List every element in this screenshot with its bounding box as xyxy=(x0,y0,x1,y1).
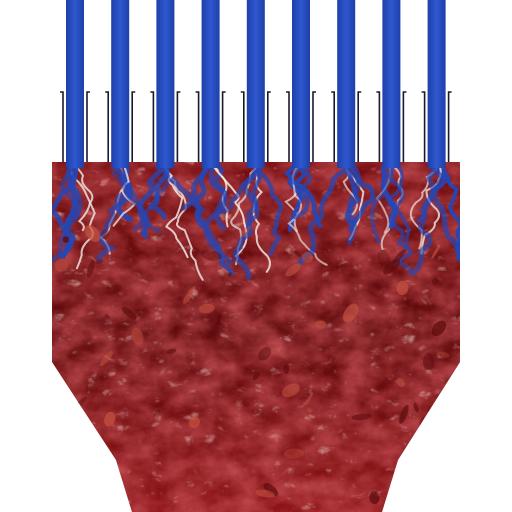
inlet-jet xyxy=(337,0,356,168)
swirl xyxy=(239,225,251,238)
swirl xyxy=(104,314,111,321)
swirl xyxy=(263,482,279,496)
swirl xyxy=(294,250,301,257)
inlet-jet xyxy=(427,0,446,168)
injector-wall xyxy=(376,91,407,162)
swirl xyxy=(383,259,401,275)
plume-filament xyxy=(435,162,460,262)
plume-filament xyxy=(69,162,94,232)
plume-filament xyxy=(206,162,228,231)
swirl xyxy=(285,263,302,277)
swirl xyxy=(377,249,391,268)
swirl xyxy=(71,489,83,496)
swirl xyxy=(360,401,365,406)
injector-walls xyxy=(60,91,452,162)
inlet-jet xyxy=(156,0,175,168)
plume-filament xyxy=(192,162,234,277)
jet-plumes xyxy=(52,162,460,512)
plume-filament xyxy=(137,162,167,240)
plume-filament xyxy=(346,162,376,231)
plume-filament xyxy=(292,162,313,220)
swirl xyxy=(54,258,69,272)
swirl xyxy=(307,407,312,413)
swirl xyxy=(198,303,215,314)
swirl xyxy=(255,489,275,498)
inlet-jet xyxy=(66,0,84,168)
swirl xyxy=(369,491,380,505)
swirl xyxy=(121,306,137,320)
inlet-jet xyxy=(111,0,130,168)
swirl xyxy=(95,259,104,264)
swirl xyxy=(342,303,359,323)
plume-filament xyxy=(162,162,189,259)
swirl xyxy=(284,448,305,459)
swirl xyxy=(62,236,70,243)
plume-filament xyxy=(297,162,348,266)
injector-wall xyxy=(421,91,452,162)
swirl xyxy=(431,320,447,337)
swirl xyxy=(104,411,116,427)
plume-filament xyxy=(59,162,79,259)
swirl xyxy=(252,371,261,381)
swirl xyxy=(399,404,409,424)
swirl xyxy=(177,296,183,302)
injector-wall xyxy=(240,91,271,162)
injector-wall xyxy=(105,91,136,162)
swirl xyxy=(131,327,144,346)
swirl xyxy=(423,353,435,370)
swirl xyxy=(301,251,313,264)
swirl xyxy=(99,350,113,367)
swirl xyxy=(120,496,125,512)
swirl xyxy=(315,320,327,329)
swirl xyxy=(392,249,406,264)
plume-filament xyxy=(65,162,83,231)
swirl xyxy=(431,245,441,260)
swirl xyxy=(258,347,272,361)
swirl xyxy=(84,225,101,242)
swirl xyxy=(101,229,110,240)
swirl xyxy=(200,249,222,261)
swirl xyxy=(228,272,232,277)
swirl xyxy=(166,348,177,355)
swirl xyxy=(396,378,405,388)
swirl xyxy=(433,401,440,420)
swirl xyxy=(188,416,201,428)
injector-wall xyxy=(286,91,316,162)
swirl xyxy=(283,364,290,374)
swirl xyxy=(183,285,196,304)
swirl xyxy=(305,392,313,406)
injector-wall xyxy=(150,91,181,162)
swirl xyxy=(396,280,409,295)
plume-filament xyxy=(221,162,262,215)
combustion-chamber xyxy=(52,162,460,512)
injector-wall xyxy=(195,91,226,162)
swirl xyxy=(84,462,94,472)
inlet-jet xyxy=(292,0,310,168)
plume-filament xyxy=(203,162,233,265)
swirl xyxy=(86,259,95,278)
injector-wall xyxy=(331,91,362,162)
swirl xyxy=(431,277,439,286)
swirl xyxy=(436,351,450,358)
inlet-jet xyxy=(201,0,220,168)
swirl xyxy=(53,415,67,428)
swirl xyxy=(351,413,372,421)
swirl xyxy=(413,402,419,413)
swirl xyxy=(401,477,419,485)
swirl xyxy=(281,383,300,398)
swirl xyxy=(59,445,71,450)
inlet-jet xyxy=(382,0,401,168)
inlet-jets xyxy=(66,0,446,168)
plume-filament xyxy=(112,162,151,237)
plume-filament xyxy=(132,162,171,232)
plume-filament xyxy=(369,162,396,244)
swirl xyxy=(153,409,161,417)
injector-wall xyxy=(60,91,90,162)
plume-filament xyxy=(430,162,460,255)
plume-filament xyxy=(339,162,362,226)
plume-filament xyxy=(251,162,284,256)
inlet-jet xyxy=(246,0,265,168)
plume-filament xyxy=(410,162,440,276)
